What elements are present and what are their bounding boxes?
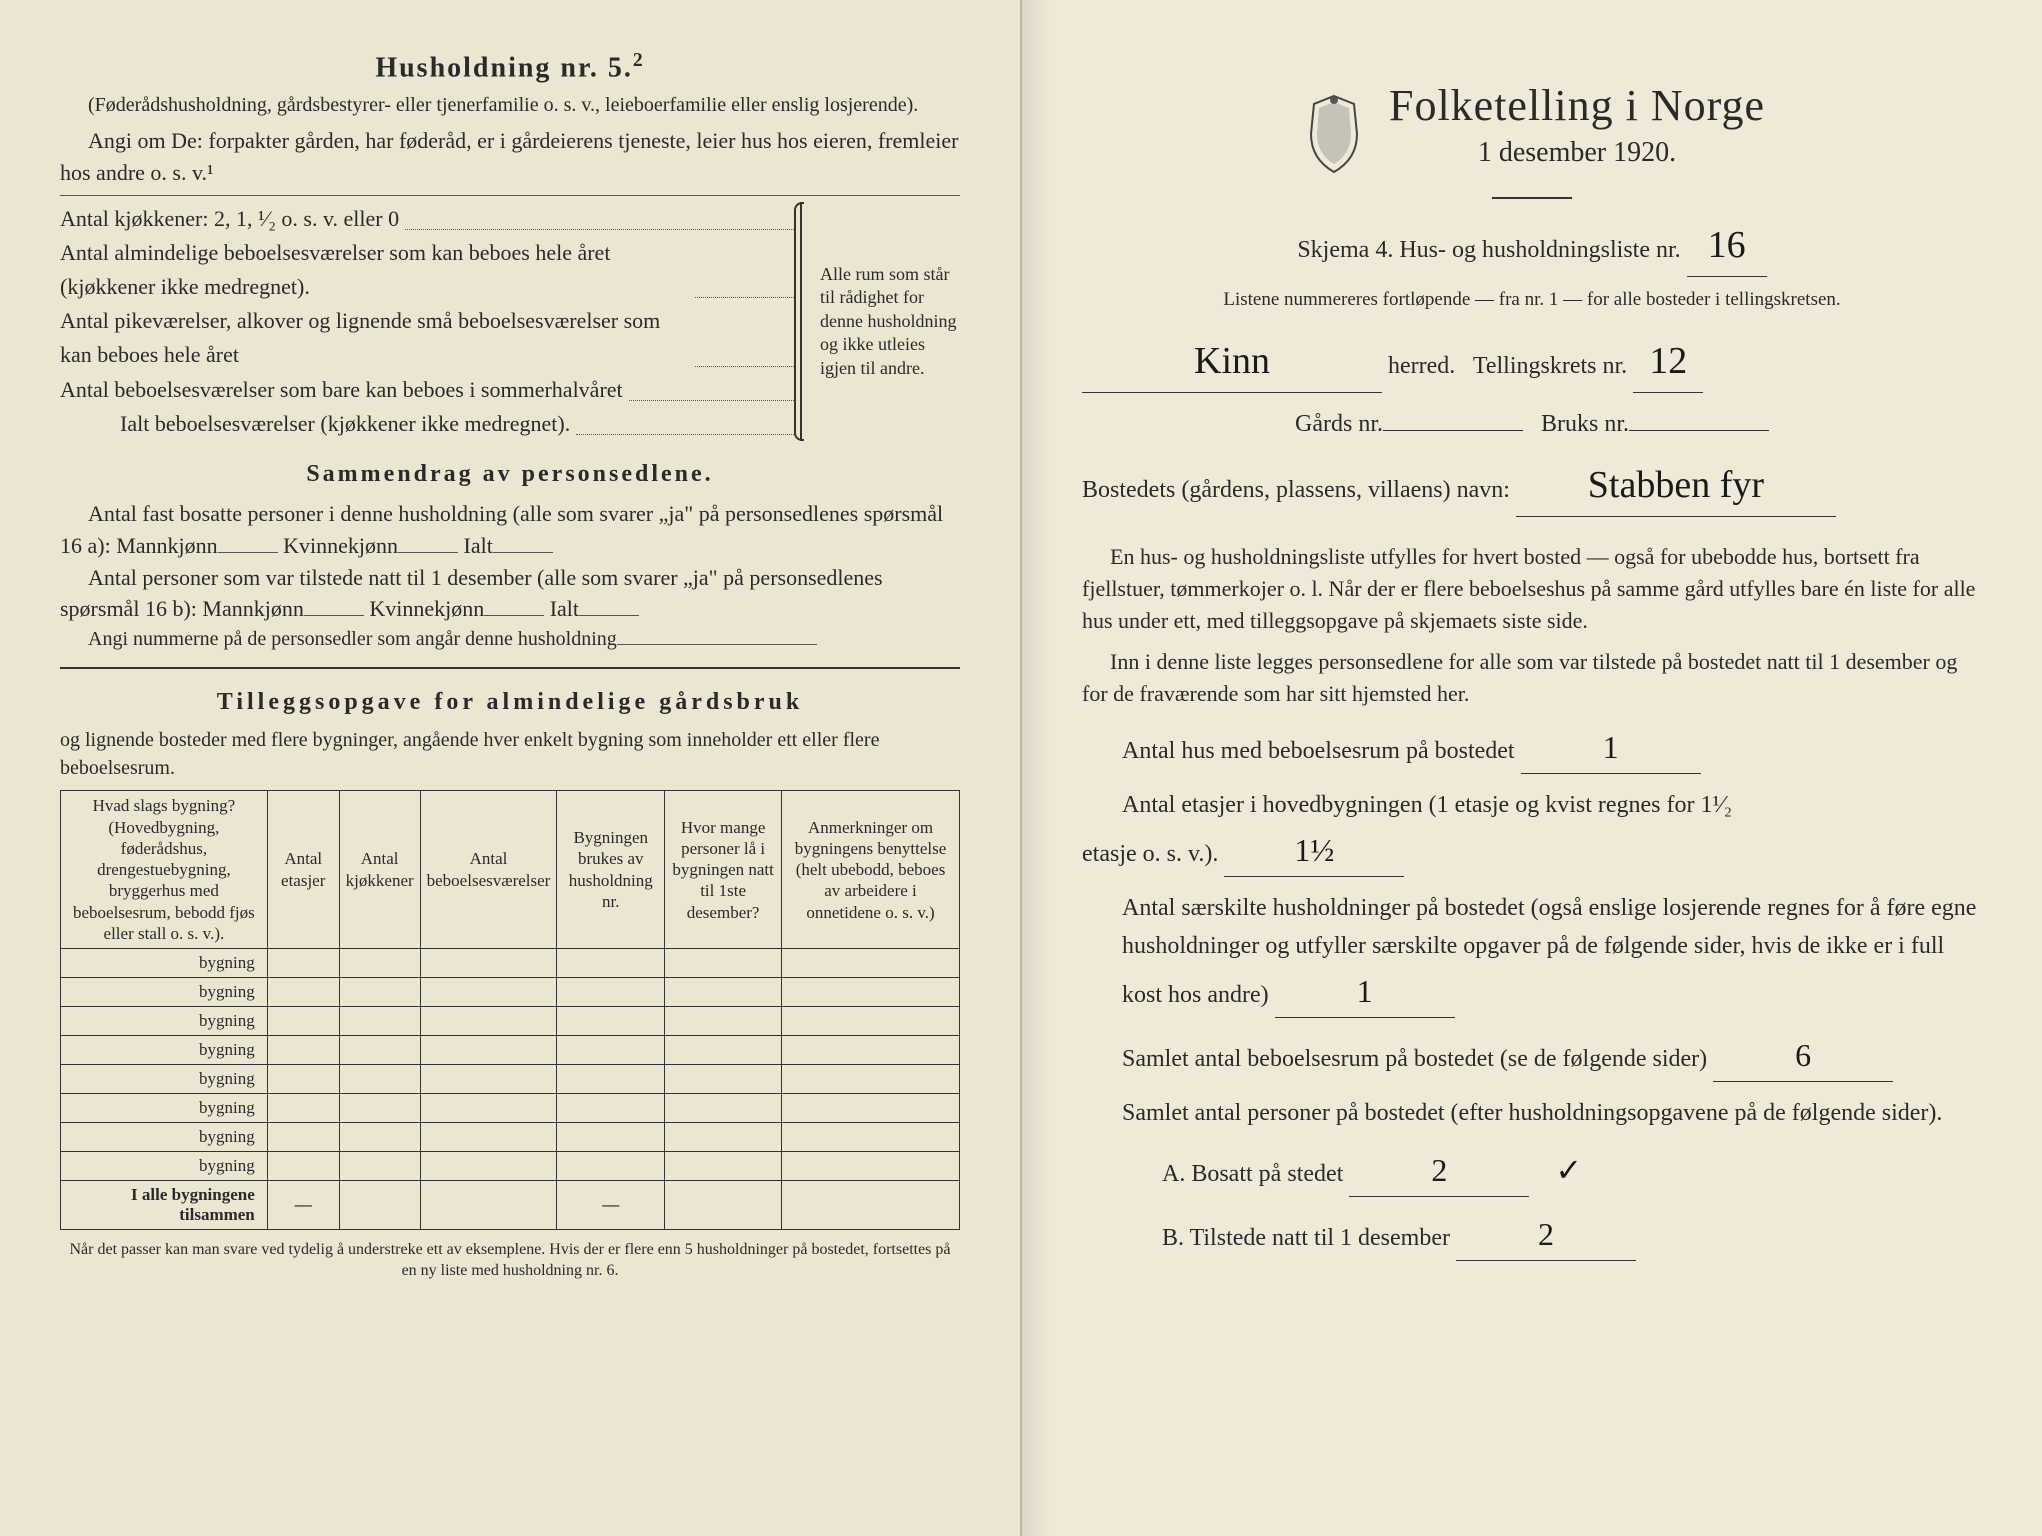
q3-row: Antal særskilte husholdninger på bostede… xyxy=(1122,889,1982,1018)
q5b-row: B. Tilstede natt til 1 desember 2 xyxy=(1162,1209,1982,1261)
q3-value: 1 xyxy=(1357,966,1373,1017)
q5-row: Samlet antal personer på bostedet (efter… xyxy=(1122,1094,1982,1132)
rooms-total-label: Ialt beboelsesværelser (kjøkkener ikke m… xyxy=(120,407,570,441)
tillegg-heading: Tilleggsopgave for almindelige gårdsbruk xyxy=(60,689,960,716)
th-type: Hvad slags bygning? (Hovedbygning, føder… xyxy=(61,791,268,949)
rooms-block: Antal kjøkkener: 2, 1, ¹⁄₂ o. s. v. elle… xyxy=(60,202,960,441)
building-table: Hvad slags bygning? (Hovedbygning, føder… xyxy=(60,790,960,1230)
th-remarks: Anmerkninger om bygningens benyttelse (h… xyxy=(782,791,960,949)
q5a-row: A. Bosatt på stedet 2 ✓ xyxy=(1162,1145,1982,1197)
q2-value: 1½ xyxy=(1294,825,1334,876)
gards-row: Gårds nr. Bruks nr. xyxy=(1082,405,1982,443)
checkmark-icon: ✓ xyxy=(1555,1145,1582,1196)
q5b-value: 2 xyxy=(1538,1209,1554,1260)
q5a-value: 2 xyxy=(1431,1145,1447,1196)
herred-value: Kinn xyxy=(1194,331,1270,392)
table-row: bygning xyxy=(61,1152,960,1181)
table-row: bygning xyxy=(61,1036,960,1065)
q4-value: 6 xyxy=(1795,1030,1811,1081)
samm-line2: Antal personer som var tilstede natt til… xyxy=(60,562,960,626)
th-household: Bygningen brukes av husholdning nr. xyxy=(557,791,665,949)
liste-note: Listene nummereres fortløpende — fra nr.… xyxy=(1082,289,1982,311)
tillegg-sub: og lignende bosteder med flere bygninger… xyxy=(60,726,960,782)
th-floors: Antal etasjer xyxy=(267,791,339,949)
brace-note: Alle rum som står til rådighet for denne… xyxy=(800,202,960,441)
samm-line1: Antal fast bosatte personer i denne hush… xyxy=(60,498,960,562)
herred-row: Kinn herred. Tellingskrets nr. 12 xyxy=(1082,331,1982,393)
th-persons: Hvor mange personer lå i bygningen natt … xyxy=(665,791,782,949)
q1-value: 1 xyxy=(1603,722,1619,773)
skjema-row: Skjema 4. Hus- og husholdningsliste nr. … xyxy=(1082,215,1982,277)
th-kitchens: Antal kjøkkener xyxy=(339,791,420,949)
table-row: bygning xyxy=(61,949,960,978)
sammendrag-heading: Sammendrag av personsedlene. xyxy=(60,461,960,488)
table-total-row: I alle bygningene tilsammen —— xyxy=(61,1181,960,1230)
table-header-row: Hvad slags bygning? (Hovedbygning, føder… xyxy=(61,791,960,949)
samm-line3: Angi nummerne på de personsedler som ang… xyxy=(60,625,960,653)
kitchen-count-label: Antal kjøkkener: 2, 1, ¹⁄₂ o. s. v. elle… xyxy=(60,202,399,236)
para2: Inn i denne liste legges personsedlene f… xyxy=(1082,646,1982,710)
header-block: Folketelling i Norge 1 desember 1920. xyxy=(1082,80,1982,187)
q2-row: Antal etasjer i hovedbygningen (1 etasje… xyxy=(1122,786,1982,877)
coat-of-arms-icon xyxy=(1299,94,1369,174)
census-title: Folketelling i Norge xyxy=(1389,80,1765,131)
rooms-line-2: Antal pikeværelser, alkover og lignende … xyxy=(60,304,689,372)
para1: En hus- og husholdningsliste utfylles fo… xyxy=(1082,541,1982,637)
q4-row: Samlet antal beboelsesrum på bostedet (s… xyxy=(1122,1030,1982,1082)
rooms-line-1: Antal almindelige beboelsesværelser som … xyxy=(60,236,689,304)
right-page: Folketelling i Norge 1 desember 1920. Sk… xyxy=(1022,0,2042,1536)
footnote: Når det passer kan man svare ved tydelig… xyxy=(60,1240,960,1282)
table-row: bygning xyxy=(61,978,960,1007)
census-date: 1 desember 1920. xyxy=(1389,137,1765,169)
left-page: Husholdning nr. 5.2 (Føderådshusholdning… xyxy=(0,0,1022,1536)
household-heading: Husholdning nr. 5.2 xyxy=(60,50,960,84)
table-row: bygning xyxy=(61,1007,960,1036)
bosted-row: Bostedets (gårdens, plassens, villaens) … xyxy=(1082,455,1982,517)
krets-value: 12 xyxy=(1649,331,1687,392)
q1-row: Antal hus med beboelsesrum på bostedet 1 xyxy=(1122,722,1982,774)
household-paren: (Føderådshusholdning, gårdsbestyrer- ell… xyxy=(60,92,960,119)
angi-line: Angi om De: forpakter gården, har føderå… xyxy=(60,125,960,189)
form-number-value: 16 xyxy=(1708,215,1746,276)
table-row: bygning xyxy=(61,1065,960,1094)
total-label: I alle bygningene tilsammen xyxy=(61,1181,268,1230)
rooms-line-3: Antal beboelsesværelser som bare kan beb… xyxy=(60,373,623,407)
table-row: bygning xyxy=(61,1123,960,1152)
th-rooms: Antal beboelsesværelser xyxy=(420,791,557,949)
table-row: bygning xyxy=(61,1094,960,1123)
bosted-value: Stabben fyr xyxy=(1588,455,1764,516)
